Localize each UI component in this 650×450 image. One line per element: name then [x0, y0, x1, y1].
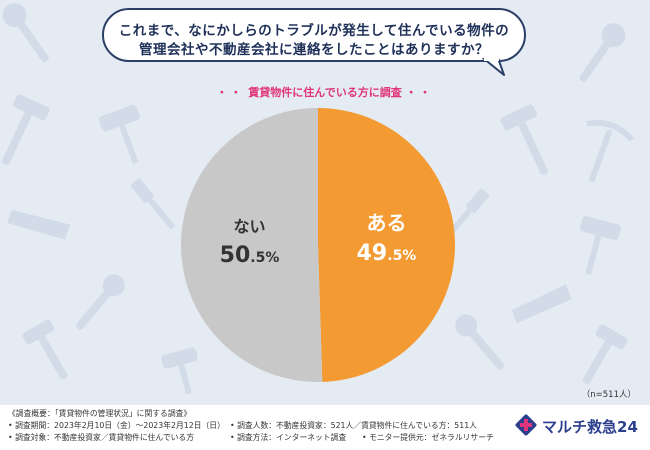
paint-roller-icon	[161, 347, 198, 395]
survey-target: • 調査対象：不動産投資家／賃貸物件に住んでいる方	[8, 433, 195, 442]
background-tools-pattern	[2, 3, 635, 395]
footer: 《調査概要：「賃貸物件の管理状況」に関する調査》 • 調査期間：2023年2月1…	[0, 405, 650, 450]
slice-label-aru: ある	[366, 211, 406, 235]
hammer-icon	[22, 319, 68, 380]
question-line-1: これまで、なにかしらのトラブルが発生して住んでいる物件の	[118, 23, 510, 39]
bubble-tail	[482, 58, 505, 76]
survey-overview: 《調査概要：「賃貸物件の管理状況」に関する調査》	[8, 409, 192, 418]
survey-method: • 調査方法：インターネット調査	[230, 433, 347, 442]
wrench-icon	[2, 3, 49, 63]
wrench-icon	[579, 23, 626, 83]
hammer-icon	[2, 94, 50, 166]
pie-slice-nai	[181, 108, 323, 383]
brush-icon	[130, 178, 175, 229]
saw-icon	[511, 284, 572, 324]
wrench-icon	[76, 274, 125, 330]
saw-icon	[7, 209, 71, 240]
survey-period: • 調査期間：2023年2月10日（金）〜2023年2月12日（日）	[8, 421, 225, 430]
question-line-2: 管理会社や不動産会社に連絡をしたことはありますか？	[139, 42, 489, 58]
pie-slice-aru	[318, 108, 456, 382]
wrench-icon	[455, 314, 504, 370]
slice-value-nai: 50.5%	[220, 243, 280, 268]
subtitle-dots-left: ・・	[216, 86, 245, 99]
question-bubble: これまで、なにかしらのトラブルが発生して住んでいる物件の 管理会社や不動産会社に…	[102, 8, 526, 62]
paint-roller-icon	[98, 104, 140, 164]
brand-logo: マルチ救急24	[514, 413, 644, 439]
pie-chart: ある 49.5% ない 50.5%	[181, 108, 456, 383]
brand-logo-text: マルチ救急24	[542, 418, 638, 436]
medical-cross-logo-icon	[515, 414, 537, 436]
subtitle-text: 賃貸物件に住んでいる方に調査	[248, 86, 402, 99]
survey-respondents: • 調査人数：不動産投資家：521人／賃貸物件に住んでいる方：511人	[230, 421, 477, 430]
slice-value-aru: 49.5%	[357, 241, 417, 266]
hammer-icon	[582, 324, 628, 385]
subtitle-dots-right: ・・	[405, 86, 434, 99]
monitor-provider: • モニター提供元：ゼネラルリサーチ	[362, 433, 494, 442]
survey-subtitle: ・・ 賃貸物件に住んでいる方に調査 ・・	[0, 84, 650, 100]
paint-roller-icon	[580, 216, 622, 275]
slice-label-nai: ない	[234, 217, 266, 236]
sample-size-label: （n=511人）	[581, 390, 636, 400]
hammer-icon	[500, 104, 548, 176]
pickaxe-icon	[585, 119, 635, 183]
